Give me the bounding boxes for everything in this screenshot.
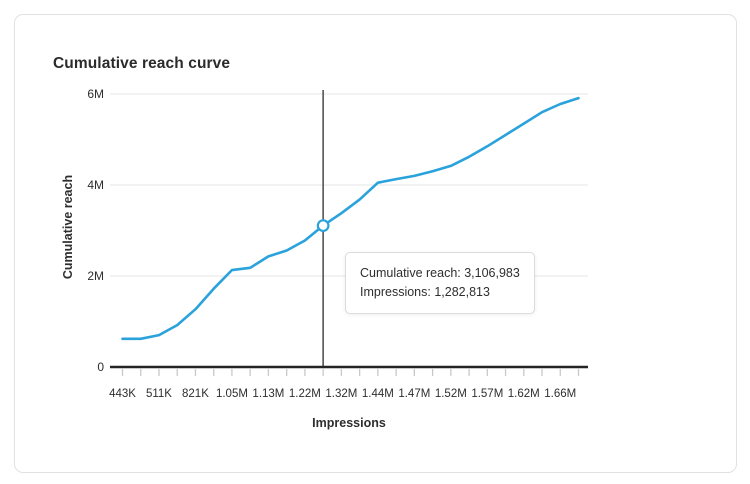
x-tick-label: 1.62M xyxy=(508,388,540,400)
x-tick-label: 1.44M xyxy=(362,388,394,400)
x-tick-label: 443K xyxy=(109,388,136,400)
chart-title: Cumulative reach curve xyxy=(53,55,231,72)
x-tick-label: 1.66M xyxy=(544,388,576,400)
y-tick-label: 4M xyxy=(87,178,104,192)
tooltip-impressions-line: Impressions: 1,282,813 xyxy=(360,284,490,299)
x-tick-label: 1.47M xyxy=(398,388,430,400)
x-tick-label: 1.22M xyxy=(289,388,321,400)
x-tick-label: 1.13M xyxy=(252,388,284,400)
y-axis-title: Cumulative reach xyxy=(61,174,75,280)
hover-point-marker[interactable] xyxy=(316,219,330,233)
chart-tooltip: Cumulative reach: 3,106,983 Impressions:… xyxy=(345,252,535,314)
y-tick-label: 2M xyxy=(87,269,104,283)
x-tick-label: 1.57M xyxy=(471,388,503,400)
reach-curve-card: Cumulative reach curve xyxy=(14,14,737,473)
tooltip-reach-line: Cumulative reach: 3,106,983 xyxy=(360,266,520,280)
reach-curve-line xyxy=(121,96,580,341)
x-tick-label: 511K xyxy=(146,388,172,400)
x-tick-label: 1.52M xyxy=(435,388,467,400)
y-tick-label: 6M xyxy=(87,87,104,101)
x-tick-label: 821K xyxy=(182,388,209,400)
x-tick-label: 1.32M xyxy=(325,388,357,400)
x-tick-label: 1.05M xyxy=(216,388,248,400)
y-tick-label: 0 xyxy=(97,360,104,374)
x-axis-title: Impressions xyxy=(312,416,386,430)
